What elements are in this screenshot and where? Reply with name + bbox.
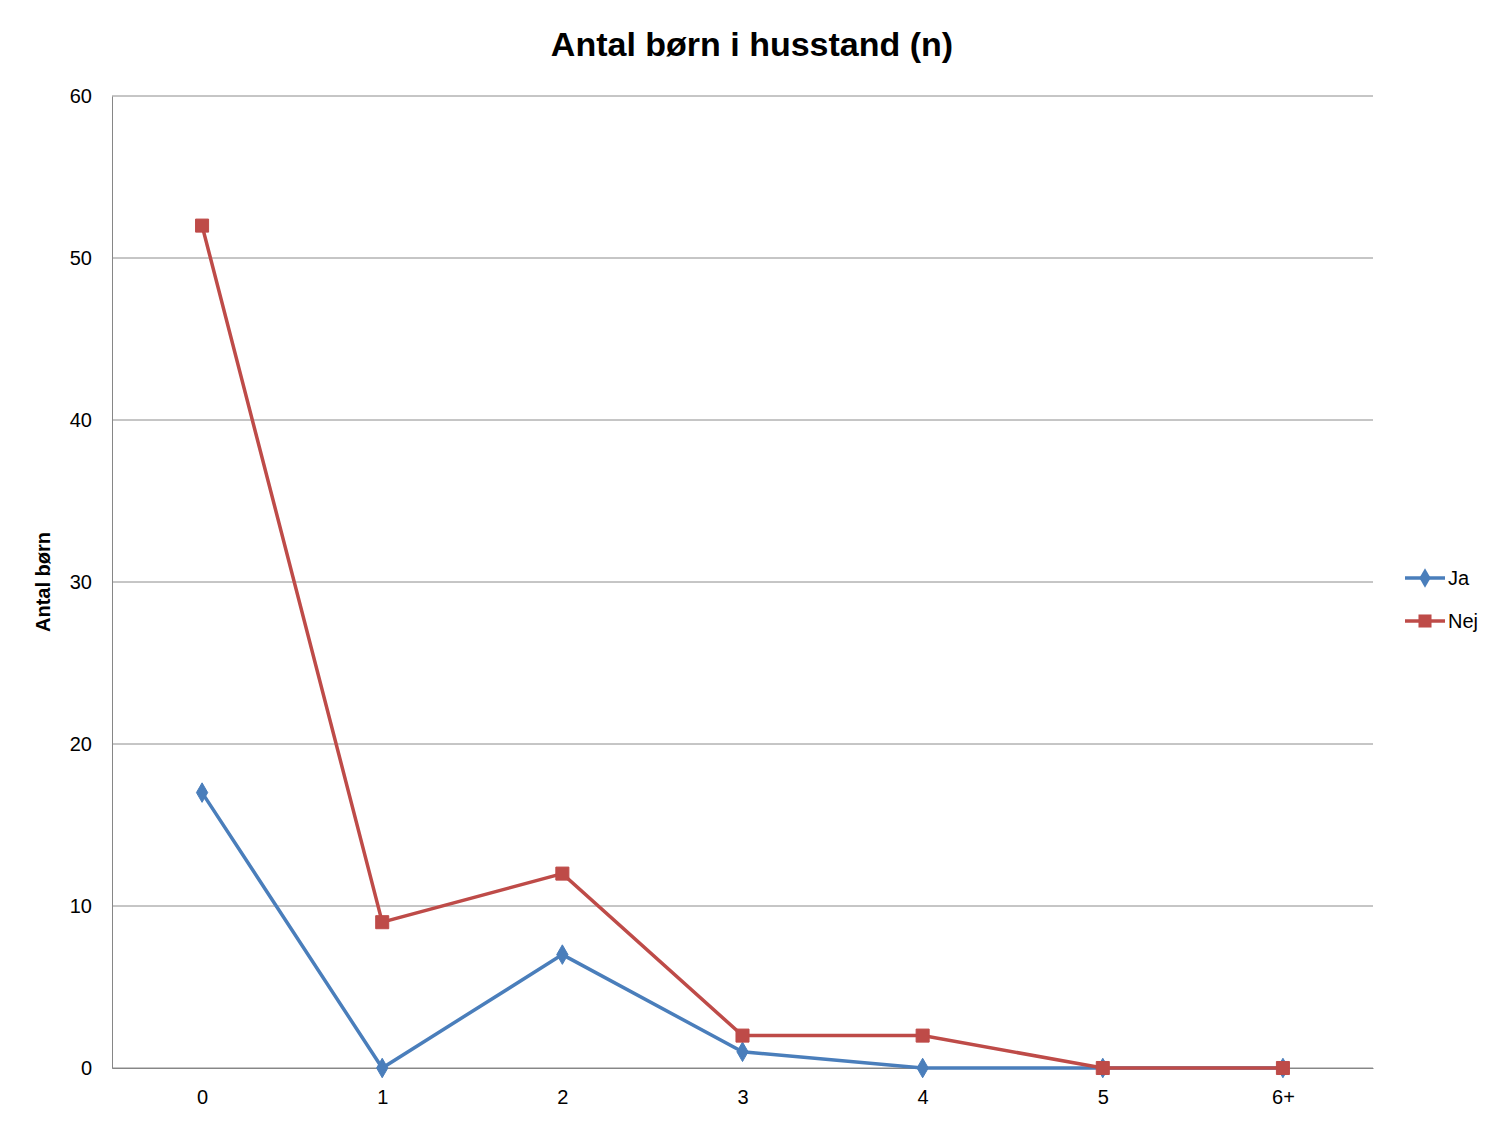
- legend-label: Nej: [1448, 610, 1478, 632]
- tick-label: 60: [70, 85, 92, 107]
- plot: 0 10 20 30 40 50 60 0 1 2 3 4 5 6+: [70, 85, 1374, 1108]
- tick: 20: [70, 733, 112, 755]
- tick-label: 4: [918, 1086, 929, 1108]
- grid-line: [112, 96, 1373, 97]
- tick: 0: [197, 1068, 208, 1108]
- marker: [376, 916, 389, 929]
- marker: [916, 1029, 929, 1042]
- tick-label: 0: [197, 1086, 208, 1108]
- marker: [737, 1042, 748, 1062]
- tick: 40: [70, 409, 112, 431]
- marker: [556, 867, 569, 880]
- legend: Ja Nej: [1405, 567, 1478, 632]
- tick: 30: [70, 571, 112, 593]
- marker: [1276, 1061, 1289, 1074]
- tick: 60: [70, 85, 112, 107]
- tick-label: 6+: [1272, 1086, 1295, 1108]
- legend-entry: Ja: [1405, 567, 1470, 589]
- tick-label: 3: [737, 1086, 748, 1108]
- marker: [736, 1029, 749, 1042]
- tick-label: 5: [1098, 1086, 1109, 1108]
- grid-line: [112, 744, 1373, 745]
- grid-line: [112, 582, 1373, 583]
- tick: 3: [737, 1068, 748, 1108]
- tick: 2: [557, 1068, 568, 1108]
- legend-label: Ja: [1448, 567, 1470, 589]
- tick-label: 0: [81, 1057, 92, 1079]
- title: Antal børn i husstand (n): [551, 25, 953, 63]
- tick-label: 1: [377, 1086, 388, 1108]
- x-axis: 0 1 2 3 4 5 6+: [113, 1068, 1374, 1108]
- y-axis: 0 10 20 30 40 50 60: [70, 85, 113, 1079]
- grid: [112, 96, 1373, 1068]
- marker: [1277, 1058, 1288, 1078]
- tick: 10: [70, 895, 112, 917]
- tick-label: 40: [70, 409, 92, 431]
- tick-label: 50: [70, 247, 92, 269]
- grid-line: [112, 906, 1373, 907]
- marker: [196, 783, 207, 803]
- marker: [917, 1058, 928, 1078]
- marker: [377, 1058, 388, 1078]
- marker: [1097, 1058, 1108, 1078]
- legend-entry: Nej: [1405, 610, 1478, 632]
- legend-marker: [1418, 614, 1431, 627]
- tick-label: 2: [557, 1086, 568, 1108]
- chart: 0 10 20 30 40 50 60 0 1 2 3 4 5 6+ Antal børn i hussta…: [0, 0, 1505, 1128]
- grid-line: [112, 258, 1373, 259]
- series-line: [202, 793, 1283, 1068]
- marker: [557, 945, 568, 965]
- axis-line: [112, 97, 113, 1069]
- y-axis-title: Antal børn: [32, 532, 54, 632]
- tick: 0: [81, 1057, 112, 1079]
- marker: [196, 219, 209, 232]
- tick: 50: [70, 247, 112, 269]
- marker: [1096, 1061, 1109, 1074]
- tick-label: 30: [70, 571, 92, 593]
- grid-line: [112, 420, 1373, 421]
- tick-label: 20: [70, 733, 92, 755]
- marks: [196, 219, 1290, 1078]
- series-line: [202, 226, 1283, 1068]
- legend-marker: [1419, 568, 1430, 588]
- tick-label: 10: [70, 895, 92, 917]
